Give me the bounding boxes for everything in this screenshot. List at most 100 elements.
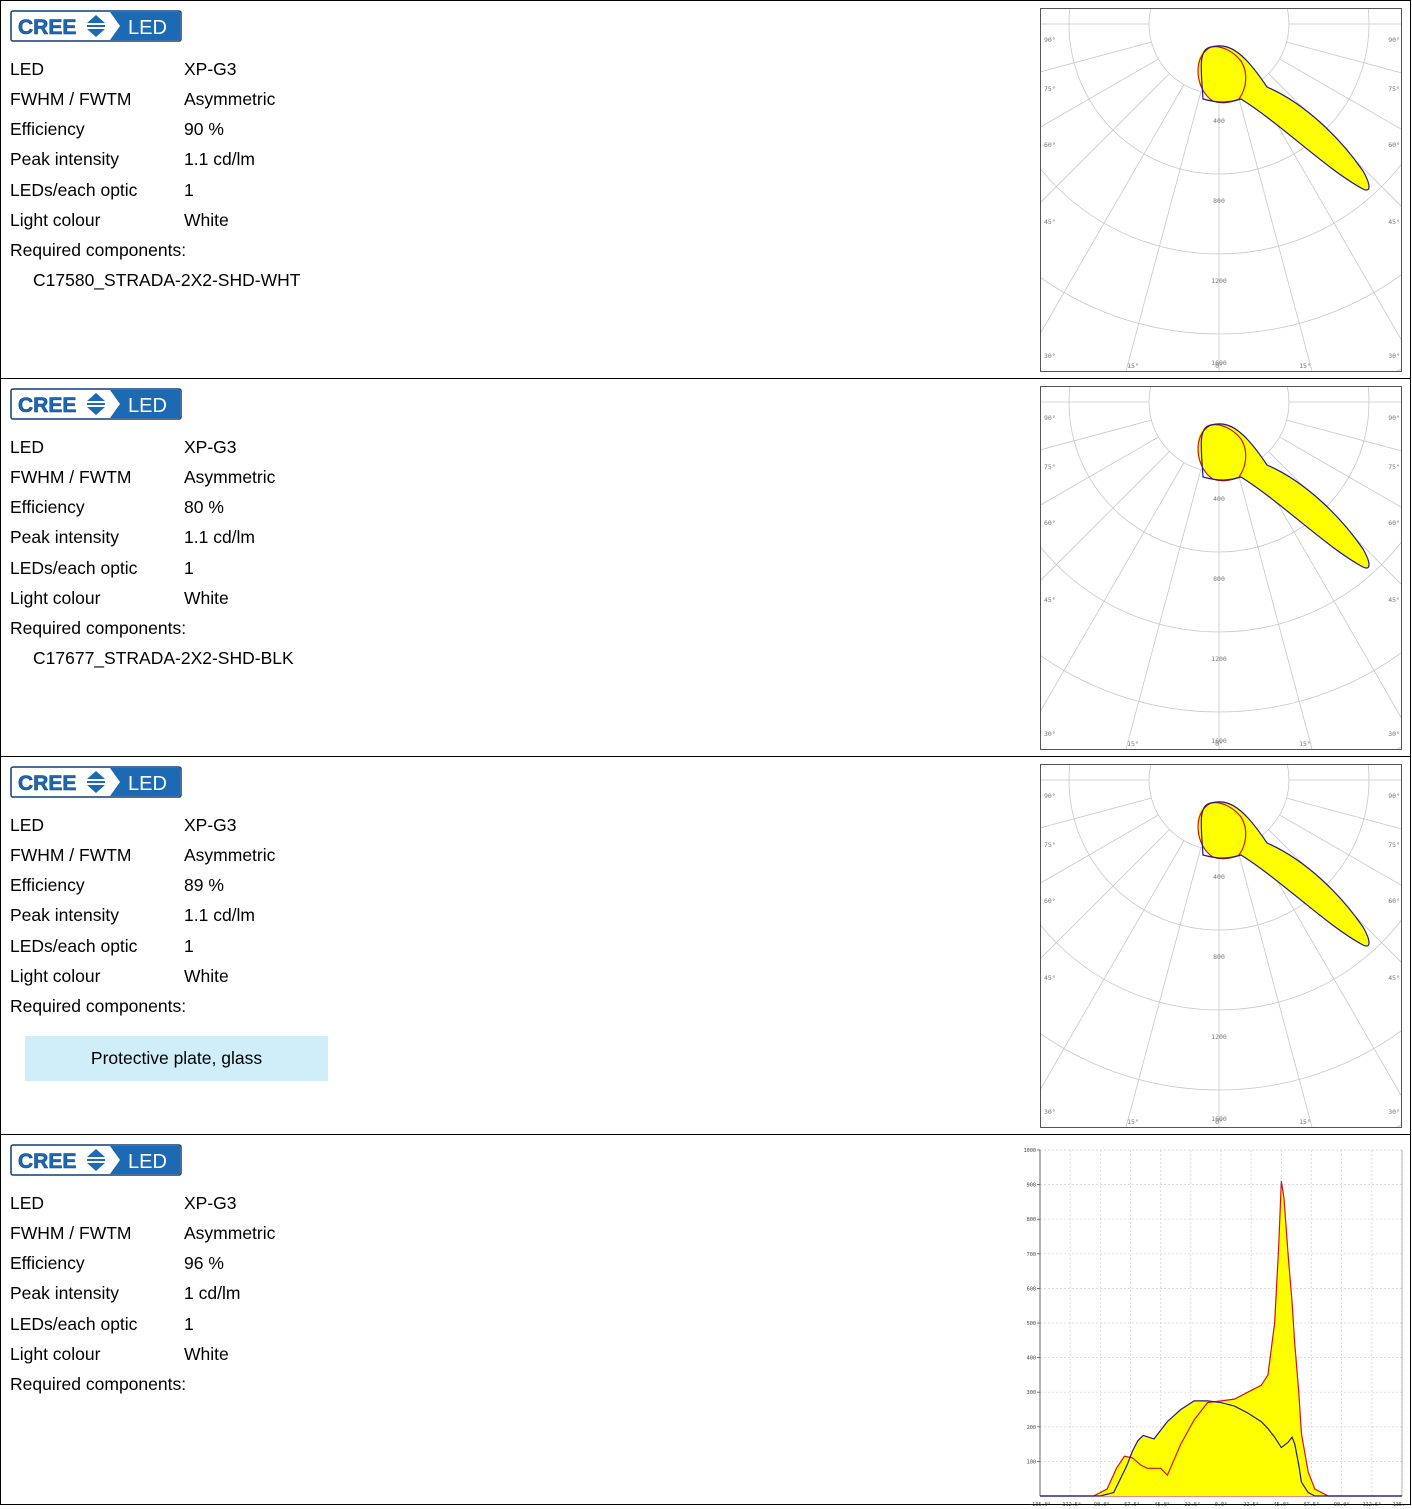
polar-angle-label: 30° bbox=[1044, 730, 1056, 738]
polar-spoke bbox=[1041, 73, 1170, 203]
polar-angle-label: 30° bbox=[1044, 1108, 1056, 1116]
fwhm-label: FWHM / FWTM bbox=[10, 845, 132, 865]
fwhm-label: FWHM / FWTM bbox=[10, 1223, 132, 1243]
protective-plate-button[interactable]: Protective plate, glass bbox=[25, 1036, 328, 1081]
light-colour-value: White bbox=[184, 210, 229, 230]
polar-ring-label: 1600 bbox=[1211, 359, 1227, 367]
intensity-fill bbox=[1197, 45, 1369, 191]
polar-spoke bbox=[1286, 41, 1401, 74]
led-value: XP-G3 bbox=[184, 437, 237, 457]
polar-spoke bbox=[1279, 58, 1401, 130]
light-colour-label: Light colour bbox=[10, 210, 101, 230]
leds-each-optic-value: 1 bbox=[184, 1314, 194, 1334]
polar-angle-label: 30° bbox=[1388, 730, 1400, 738]
efficiency-value: 90 % bbox=[184, 119, 224, 139]
polar-spoke bbox=[1286, 797, 1401, 830]
polar-angle-label: 30° bbox=[1388, 1108, 1400, 1116]
up-down-chevron-icon bbox=[87, 771, 105, 793]
polar-angle-label: 90° bbox=[1388, 414, 1400, 422]
intensity-fill bbox=[1197, 423, 1369, 569]
fwhm-value: Asymmetric bbox=[184, 845, 276, 865]
logo-led-text: LED bbox=[128, 1151, 167, 1173]
led-value: XP-G3 bbox=[184, 1193, 237, 1213]
y-tick-label: 500 bbox=[1027, 1321, 1036, 1327]
polar-spoke bbox=[1041, 797, 1152, 829]
light-colour-label: Light colour bbox=[10, 1344, 101, 1364]
polar-angle-label: 75° bbox=[1044, 85, 1056, 93]
intensity-curve-blue bbox=[1200, 801, 1370, 947]
polar-angle-label: 90° bbox=[1044, 792, 1056, 800]
polar-ring-label: 1600 bbox=[1211, 1115, 1227, 1123]
polar-angle-label: 90° bbox=[1044, 36, 1056, 44]
polar-angle-label: 30° bbox=[1044, 352, 1056, 360]
y-tick-label: 100 bbox=[1027, 1459, 1036, 1465]
x-tick-label: -112.5° bbox=[1059, 1502, 1081, 1508]
polar-angle-label: 60° bbox=[1044, 519, 1056, 527]
y-tick-label: 900 bbox=[1027, 1183, 1036, 1189]
polar-ring-label: 1200 bbox=[1211, 655, 1227, 663]
x-tick-label: 22.5° bbox=[1243, 1502, 1259, 1508]
x-tick-label: 0.0° bbox=[1215, 1502, 1228, 1508]
intensity-curve-blue bbox=[1200, 45, 1370, 191]
polar-angle-label: 15° bbox=[1127, 362, 1139, 370]
polar-spoke bbox=[1041, 419, 1152, 451]
polar-angle-label: 45° bbox=[1388, 218, 1400, 226]
leds-each-optic-value: 1 bbox=[184, 180, 194, 200]
light-colour-label: Light colour bbox=[10, 588, 101, 608]
linear-intensity-chart: -135.0° -112.5° -90.0° -67.5° -45.0° -22.5° 0.… bbox=[1024, 1148, 1406, 1508]
product-card: CREE LED LED XP-G3 FWHM / FWTM Asymmetric … bbox=[0, 1134, 1411, 1508]
polar-angle-label: 90° bbox=[1388, 36, 1400, 44]
x-tick-label: -90.0° bbox=[1091, 1502, 1110, 1508]
polar-spoke bbox=[1041, 58, 1159, 128]
y-tick-label: 200 bbox=[1027, 1425, 1036, 1431]
fwhm-value: Asymmetric bbox=[184, 89, 276, 109]
polar-spoke bbox=[1253, 840, 1401, 1097]
cree-led-logo: CREE LED bbox=[10, 1144, 182, 1176]
polar-ring-label: 400 bbox=[1213, 495, 1225, 503]
y-tick-label: 300 bbox=[1027, 1390, 1036, 1396]
polar-spoke bbox=[1279, 814, 1401, 886]
polar-angle-label: 75° bbox=[1044, 841, 1056, 849]
peak-intensity-value: 1.1 cd/lm bbox=[184, 527, 255, 547]
product-card: CREE LED LED XP-G3 FWHM / FWTM Asymmetric … bbox=[0, 0, 1411, 379]
polar-angle-label: 15° bbox=[1127, 1118, 1139, 1126]
y-tick-label: 400 bbox=[1027, 1356, 1036, 1362]
led-value: XP-G3 bbox=[184, 59, 237, 79]
led-label: LED bbox=[10, 437, 45, 457]
polar-angle-label: 45° bbox=[1044, 218, 1056, 226]
component-link[interactable]: C17580_STRADA-2X2-SHD-WHT bbox=[33, 270, 301, 290]
logo-cree-text: CREE bbox=[18, 1150, 76, 1173]
fwhm-value: Asymmetric bbox=[184, 1223, 276, 1243]
component-link[interactable]: C17677_STRADA-2X2-SHD-BLK bbox=[33, 648, 294, 668]
x-tick-label: -22.5° bbox=[1181, 1502, 1200, 1508]
intensity-fill bbox=[1197, 801, 1369, 947]
intensity-curve-blue bbox=[1200, 423, 1370, 569]
polar-grid: 400 800 1200 1600 90° 90° 75° 75° 60° 60° 45° 45° 30… bbox=[1041, 9, 1401, 371]
logo-led-text: LED bbox=[128, 395, 167, 417]
logo-cree-text: CREE bbox=[18, 772, 76, 795]
polar-spoke bbox=[1253, 462, 1401, 719]
polar-angle-label: 30° bbox=[1388, 352, 1400, 360]
fwhm-label: FWHM / FWTM bbox=[10, 467, 132, 487]
polar-angle-label: 45° bbox=[1044, 974, 1056, 982]
polar-grid: 400 800 1200 1600 90° 90° 75° 75° 60° 60° 45° 45° 30… bbox=[1041, 387, 1401, 749]
polar-ring-label: 800 bbox=[1213, 575, 1225, 583]
cree-led-logo: CREE LED bbox=[10, 766, 182, 798]
polar-spoke bbox=[1253, 84, 1401, 341]
polar-spoke bbox=[1236, 847, 1313, 1127]
x-tick-label: 67.5° bbox=[1304, 1502, 1320, 1508]
polar-spoke bbox=[1125, 91, 1202, 371]
polar-angle-label: 60° bbox=[1388, 897, 1400, 905]
efficiency-value: 80 % bbox=[184, 497, 224, 517]
peak-intensity-label: Peak intensity bbox=[10, 1283, 119, 1303]
polar-angle-label: 75° bbox=[1388, 85, 1400, 93]
logo-cree-text: CREE bbox=[18, 16, 76, 39]
up-down-chevron-icon bbox=[87, 393, 105, 415]
polar-angle-label: 60° bbox=[1388, 519, 1400, 527]
polar-angle-label: 75° bbox=[1044, 463, 1056, 471]
x-tick-label: -135.0° bbox=[1029, 1502, 1051, 1508]
light-colour-value: White bbox=[184, 966, 229, 986]
efficiency-value: 89 % bbox=[184, 875, 224, 895]
peak-intensity-value: 1.1 cd/lm bbox=[184, 905, 255, 925]
polar-spoke bbox=[1236, 91, 1313, 371]
